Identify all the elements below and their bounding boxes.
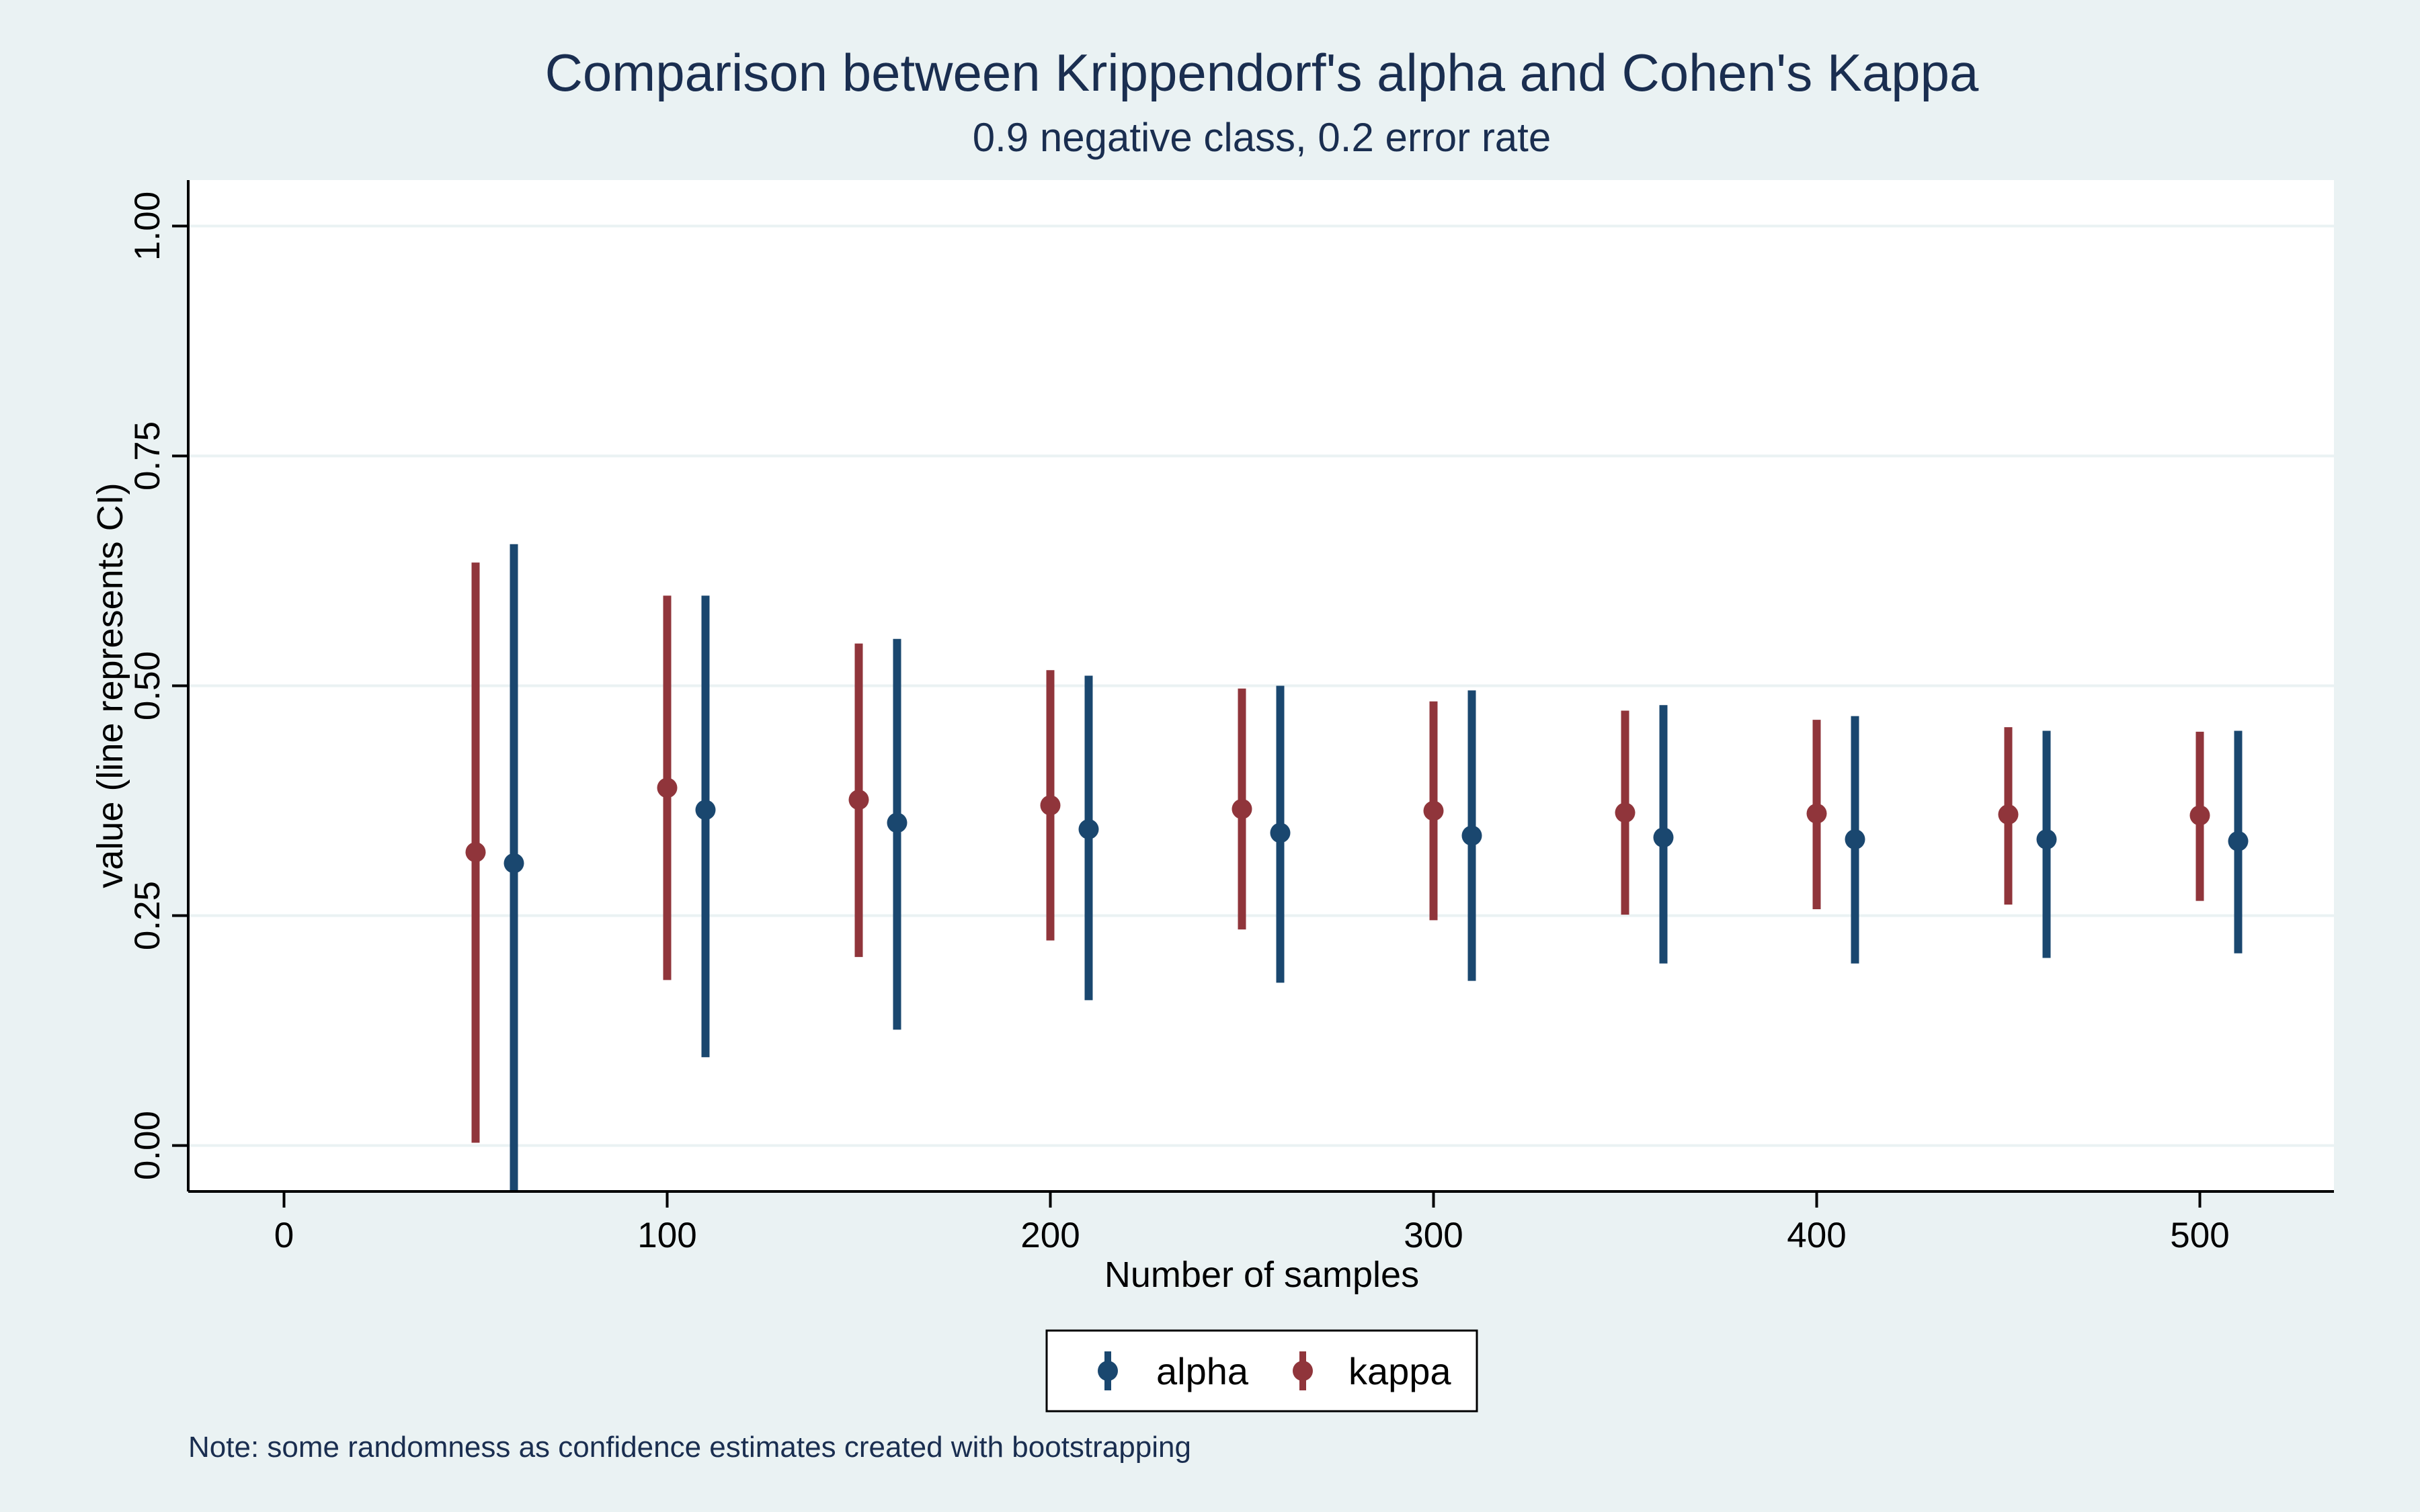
legend-label: alpha — [1156, 1350, 1249, 1392]
y-axis-ticks: 0.00 0.25 0.50 0.75 1.00 — [128, 192, 188, 1180]
x-axis-title: Number of samples — [1104, 1255, 1419, 1295]
x-tick-label: 100 — [637, 1216, 696, 1255]
legend-item-alpha: alpha — [1098, 1350, 1249, 1392]
alpha-point — [695, 800, 716, 821]
x-tick-label: 500 — [2170, 1216, 2229, 1255]
series-layer — [465, 544, 2249, 1191]
alpha-point — [1078, 818, 1099, 839]
legend: alpha kappa — [1045, 1329, 1478, 1413]
alpha-point — [2228, 831, 2249, 851]
y-tick-label: 0.25 — [128, 881, 167, 950]
alpha-point — [503, 853, 524, 874]
series-kappa — [465, 562, 2210, 1143]
alpha-point — [1270, 823, 1291, 843]
kappa-point — [1040, 795, 1061, 816]
alpha-point — [887, 812, 908, 833]
y-axis-title: value (line represents CI) — [90, 482, 130, 888]
legend-marker-dot — [1098, 1361, 1118, 1381]
y-tick-label: 0.75 — [128, 421, 167, 491]
kappa-point — [1615, 802, 1636, 823]
kappa-point — [848, 790, 869, 810]
alpha-point — [1653, 827, 1674, 848]
y-tick-label: 1.00 — [128, 192, 167, 261]
legend-label: kappa — [1348, 1350, 1451, 1392]
chart-note: Note: some randomness as confidence esti… — [188, 1431, 1191, 1464]
x-tick-label: 0 — [274, 1216, 294, 1255]
kappa-point — [1423, 800, 1444, 821]
legend-marker-dot — [1293, 1361, 1313, 1381]
kappa-point — [1998, 804, 2019, 825]
legend-box — [1045, 1329, 1478, 1413]
kappa-point — [2189, 805, 2210, 826]
alpha-point — [2036, 829, 2057, 849]
chart-subtitle: 0.9 negative class, 0.2 error rate — [973, 115, 1551, 160]
legend-item-kappa: kappa — [1293, 1350, 1451, 1392]
x-tick-label: 300 — [1404, 1216, 1463, 1255]
kappa-point — [1806, 803, 1827, 824]
alpha-point — [1845, 829, 1865, 849]
kappa-point — [657, 778, 678, 798]
x-axis-ticks: 0 100 200 300 400 500 — [274, 1191, 2230, 1255]
kappa-point — [465, 842, 486, 863]
x-tick-label: 200 — [1020, 1216, 1080, 1255]
grid-lines — [188, 224, 2334, 1147]
alpha-point — [1461, 825, 1482, 846]
series-alpha — [503, 544, 2249, 1191]
x-tick-label: 400 — [1787, 1216, 1846, 1255]
chart-title: Comparison between Krippendorf's alpha a… — [545, 43, 1979, 102]
y-tick-label: 0.00 — [128, 1111, 167, 1180]
kappa-point — [1232, 798, 1252, 819]
y-tick-label: 0.50 — [128, 651, 167, 720]
